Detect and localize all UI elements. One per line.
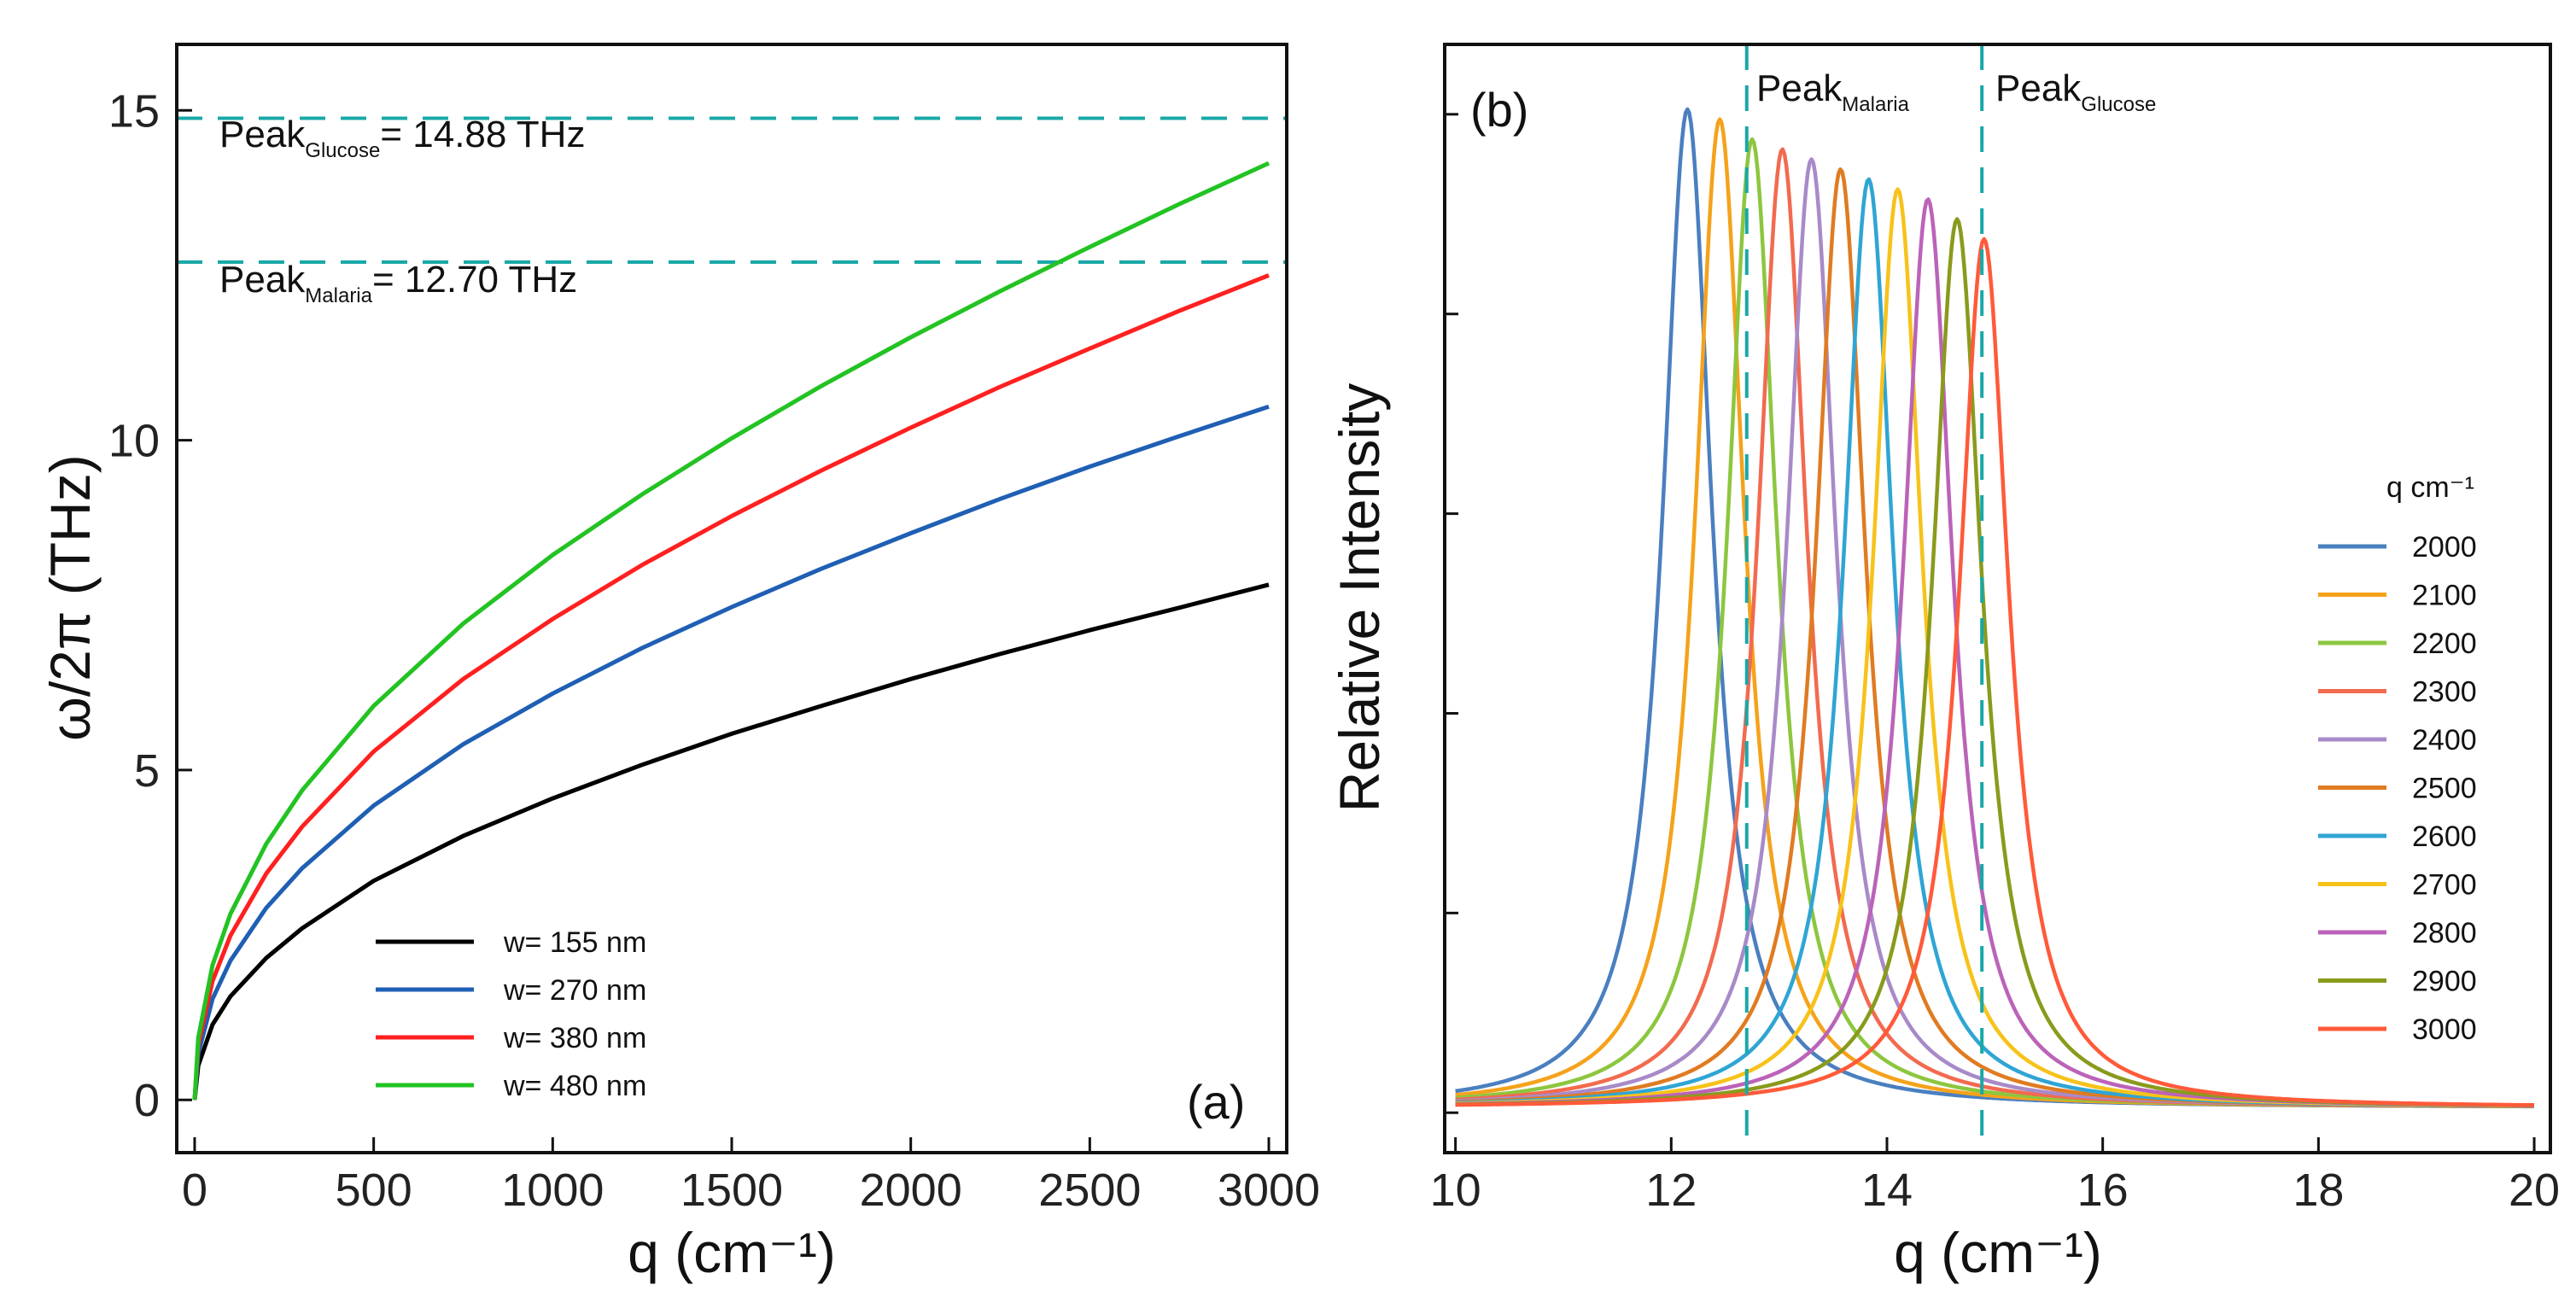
legend-label: 2600	[2412, 821, 2477, 853]
legend-label: 2100	[2412, 580, 2477, 612]
x-axis: 10 12 14 16 18 20	[1430, 1137, 2560, 1216]
legend-label: 2000	[2412, 531, 2477, 564]
legend-label: 3000	[2412, 1013, 2477, 1046]
legend: w= 155 nm w= 270 nm w= 380 nm w= 480 nm	[376, 926, 646, 1102]
series-line	[192, 161, 1270, 1101]
panel-a: 0 500 1000 1500 2000 2500 3000 0 5 10 15 PeakGluc…	[38, 43, 1320, 1284]
legend-label: w= 480 nm	[503, 1070, 646, 1102]
legend: q cm⁻¹ 2000 2100 2200 2300 2400 2500 2600 2700 2…	[2318, 471, 2477, 1046]
x-axis-title: q (cm⁻¹)	[1894, 1221, 2102, 1284]
x-tick-label: 500	[336, 1165, 412, 1216]
x-tick-label: 2000	[860, 1165, 962, 1216]
x-tick-label: 2500	[1038, 1165, 1141, 1216]
x-tick-label: 14	[1861, 1165, 1913, 1216]
glucose-peak-annotation: PeakGlucose= 14.88 THz	[219, 114, 585, 162]
legend-title: q cm⁻¹	[2386, 471, 2474, 504]
x-tick-label: 1000	[501, 1165, 604, 1216]
series-line	[192, 273, 1270, 1101]
legend-label: 2800	[2412, 917, 2477, 949]
plot-frame	[1443, 43, 2552, 1154]
reference-lines	[1744, 44, 1984, 1153]
x-axis: 0 500 1000 1500 2000 2500 3000	[182, 1137, 1320, 1216]
x-tick-label: 12	[1645, 1165, 1697, 1216]
x-tick-label: 16	[2077, 1165, 2129, 1216]
x-axis-title: q (cm⁻¹)	[628, 1221, 836, 1284]
y-tick-label: 15	[108, 85, 160, 137]
legend-label: 2400	[2412, 724, 2477, 756]
y-tick-label: 5	[134, 745, 160, 797]
series-line	[192, 582, 1270, 1101]
y-tick-label: 0	[134, 1075, 160, 1126]
legend-label: w= 380 nm	[503, 1022, 646, 1054]
legend-label: 2700	[2412, 869, 2477, 902]
x-tick-label: 3000	[1218, 1165, 1320, 1216]
glucose-peak-annotation: PeakGlucose	[1995, 67, 2156, 116]
y-tick-label: 10	[108, 416, 160, 467]
panel-label: (b)	[1470, 83, 1528, 137]
legend-label: 2900	[2412, 966, 2477, 998]
x-tick-label: 10	[1430, 1165, 1481, 1216]
malaria-peak-annotation: PeakMalaria= 12.70 THz	[219, 259, 577, 307]
x-tick-label: 0	[182, 1165, 207, 1216]
x-tick-label: 20	[2509, 1165, 2560, 1216]
y-axis-title: ω/2π (THz)	[38, 454, 102, 740]
reference-lines	[177, 116, 1287, 264]
legend-label: w= 270 nm	[503, 974, 646, 1007]
series-line	[192, 404, 1270, 1101]
series-lines	[1455, 107, 2535, 1109]
panel-label: (a)	[1187, 1075, 1245, 1129]
x-tick-label: 1500	[681, 1165, 783, 1216]
series-line	[1455, 237, 2535, 1107]
legend-label: 2200	[2412, 628, 2477, 660]
legend-label: 2300	[2412, 676, 2477, 709]
y-axis	[1445, 113, 1458, 1114]
legend-label: 2500	[2412, 773, 2477, 805]
malaria-peak-annotation: PeakMalaria	[1756, 67, 1910, 116]
legend-label: w= 155 nm	[503, 926, 646, 959]
x-tick-label: 18	[2293, 1165, 2344, 1216]
y-axis-title: Relative Intensity	[1328, 383, 1391, 813]
series-lines	[192, 161, 1270, 1101]
y-axis: 0 5 10 15	[108, 85, 192, 1126]
panel-b: 10 12 14 16 18 20 PeakMalaria PeakGlucose (b)…	[1328, 43, 2560, 1284]
